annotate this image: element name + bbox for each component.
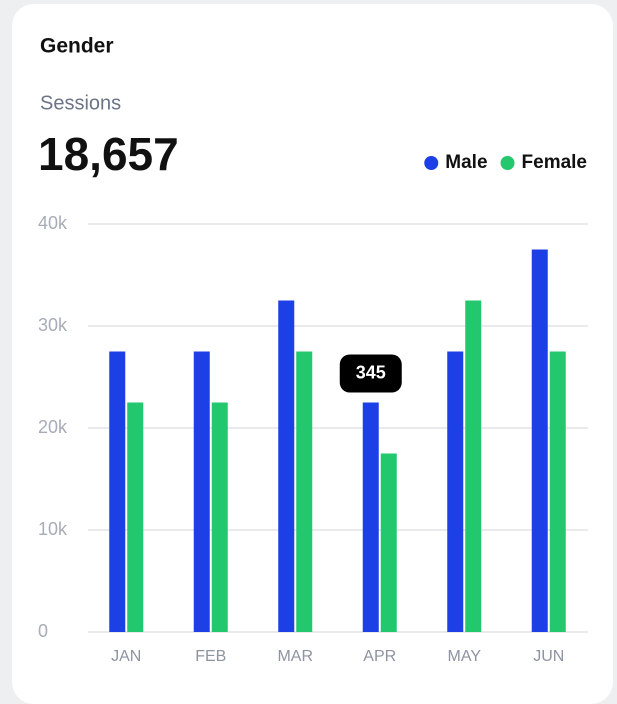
bar	[447, 351, 464, 632]
bar	[362, 402, 379, 632]
tooltip-box	[339, 354, 402, 393]
bar	[296, 351, 313, 632]
bar	[549, 351, 566, 632]
legend-label: Female	[522, 152, 587, 173]
y-tick-label: 40k	[38, 213, 68, 233]
x-tick-label: APR	[363, 648, 396, 665]
legend-swatch	[500, 156, 515, 170]
bar	[531, 249, 548, 632]
legend-label: Male	[445, 152, 487, 173]
y-tick-label: 20k	[38, 417, 68, 437]
headline: 18,657	[38, 128, 179, 180]
bar	[278, 300, 295, 632]
bar	[109, 351, 126, 632]
bar	[380, 453, 397, 632]
x-tick-label: JUN	[533, 648, 564, 665]
bar	[211, 402, 228, 632]
y-tick-label: 10k	[38, 519, 68, 539]
x-tick-label: FEB	[195, 648, 226, 665]
x-tick-label: MAR	[277, 648, 313, 665]
y-tick-label: 30k	[38, 315, 68, 335]
subtitle: Sessions	[40, 92, 121, 114]
bar	[193, 351, 210, 632]
chart-title: Gender	[40, 35, 114, 58]
x-tick-label: JAN	[111, 648, 141, 665]
x-tick-label: MAY	[448, 648, 482, 665]
legend-swatch	[424, 156, 439, 170]
bar	[127, 402, 144, 632]
bar	[465, 300, 482, 632]
tooltip-text: 345	[356, 362, 386, 382]
y-tick-label: 0	[38, 621, 48, 641]
